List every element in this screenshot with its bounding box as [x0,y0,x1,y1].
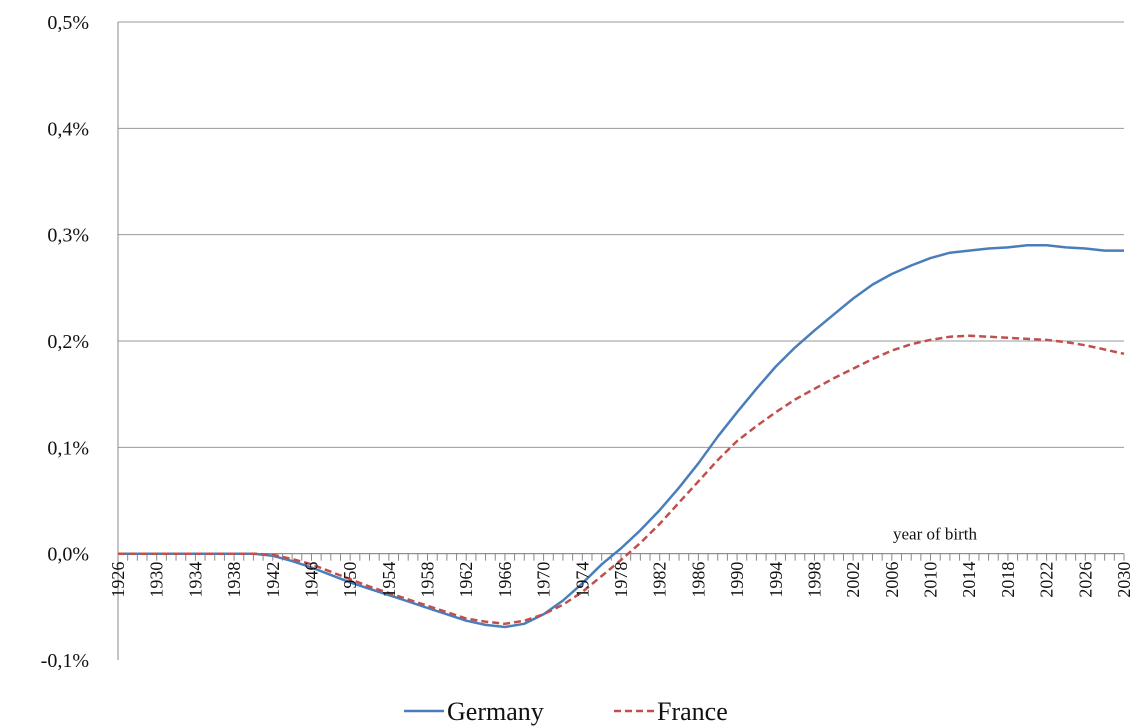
x-tick-label: 2006 [882,562,902,598]
x-tick-label: 2014 [959,562,979,598]
y-tick-label: 0,0% [47,544,89,566]
gridlines [118,21,1124,555]
y-tick-label: 0,5% [47,12,89,34]
x-tick-label: 1978 [611,562,631,598]
y-axis-tick-labels: -0,1% 0,0% 0,1% 0,2% 0,3% 0,4% 0,5% [41,12,89,672]
series-line-france [118,334,1125,626]
y-tick-label: 0,4% [47,118,89,140]
x-tick-label: 1958 [418,562,438,598]
legend-label: Germany [447,697,544,726]
x-tick-label: 2026 [1075,562,1095,598]
x-axis-tick-labels: 1926 1930 1934 1938 1942 1946 1950 1954 1958 1962… [108,562,1133,598]
x-axis-label: year of birth [893,525,978,544]
series-line-germany [118,244,1124,629]
series-lines [118,244,1125,629]
x-tick-label: 1986 [688,562,708,598]
x-tick-label: 1966 [495,562,515,598]
x-tick-label: 1990 [727,562,747,598]
x-tick-label: 2018 [998,562,1018,598]
x-tick-label: 1982 [650,562,670,598]
x-tick-label: 1962 [456,562,476,598]
x-tick-label: 2010 [921,562,941,598]
x-tick-label: 1930 [147,562,167,598]
x-tick-label: 1954 [379,562,399,598]
x-tick-label: 1998 [804,562,824,598]
x-tick-label: 2002 [843,562,863,598]
y-tick-label: -0,1% [41,650,89,672]
x-tick-label: 2022 [1037,562,1057,598]
x-tick-label: 1970 [534,562,554,598]
y-tick-label: 0,1% [47,437,89,459]
x-tick-label: 1934 [185,562,205,598]
x-tick-label: 2030 [1114,562,1133,598]
legend: Germany France [404,697,728,726]
legend-label: France [657,697,728,726]
x-tick-label: 1926 [108,562,128,598]
x-tick-label: 1994 [766,562,786,598]
x-tick-label: 1946 [301,562,321,598]
x-tick-label: 1942 [263,562,283,598]
x-tick-label: 1974 [572,562,592,598]
y-tick-label: 0,2% [47,331,89,353]
x-tick-label: 1950 [340,562,360,598]
y-tick-label: 0,3% [47,225,89,247]
x-tick-label: 1938 [224,562,244,598]
